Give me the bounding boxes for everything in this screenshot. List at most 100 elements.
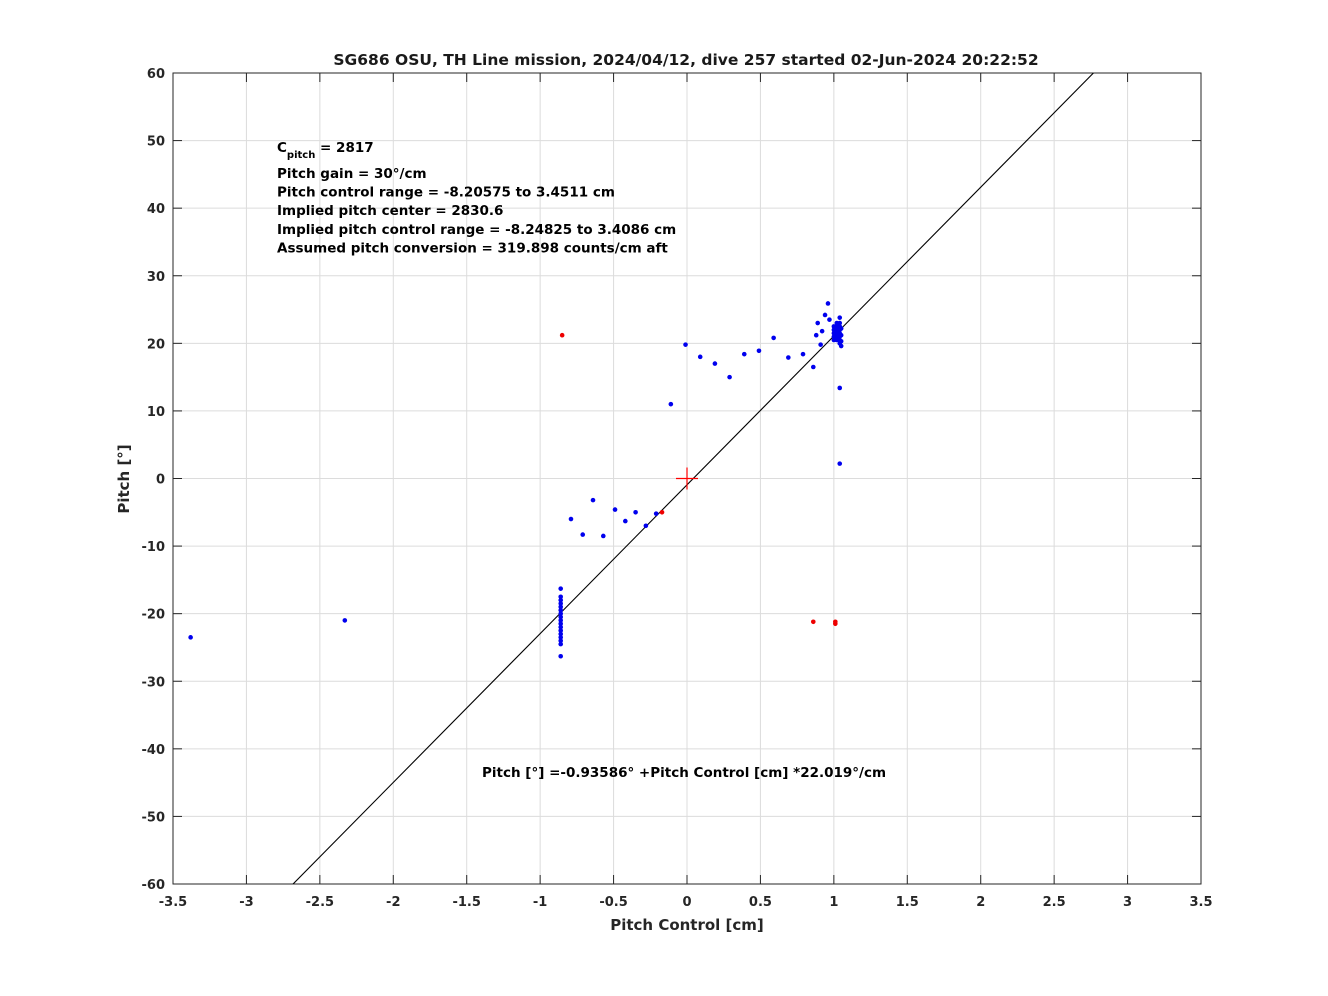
annotation-lines: Pitch gain = 30°/cm Pitch control range =…	[277, 166, 676, 256]
data-point	[727, 374, 732, 380]
x-tick-label: 2	[976, 895, 985, 910]
data-point	[558, 597, 564, 603]
y-tick-label: -60	[142, 878, 166, 893]
data-point	[558, 635, 564, 640]
y-tick-label: 30	[147, 270, 165, 285]
data-point	[623, 518, 628, 524]
data-point	[342, 618, 348, 623]
axes: -3.5 -3 -2.5 -2 -1.5 -1 -0.5 0 0.5 1 1.5 2 2.5 3 3.5 -6…	[142, 67, 1213, 910]
data-point	[825, 301, 831, 306]
data-point	[590, 497, 596, 503]
data-point	[815, 320, 821, 326]
data-point	[741, 351, 747, 357]
y-tick-label: -30	[142, 675, 166, 690]
cpitch-value: = 2817	[315, 140, 373, 156]
outlier-point	[559, 332, 565, 338]
data-point	[653, 511, 659, 516]
data-point	[558, 604, 564, 610]
data-point	[837, 385, 843, 391]
cpitch-symbol: C	[277, 140, 287, 156]
data-point	[837, 320, 843, 326]
data-point	[568, 516, 574, 522]
data-point	[668, 401, 674, 407]
x-tick-label: 0.5	[749, 895, 772, 910]
data-point	[819, 328, 825, 334]
data-point	[712, 361, 718, 366]
data-point	[612, 507, 618, 512]
y-tick-label: -40	[142, 743, 166, 758]
annotation-line: Implied pitch control range = -8.24825 t…	[277, 222, 676, 238]
data-point	[558, 594, 564, 600]
data-point	[838, 326, 844, 331]
data-point	[558, 601, 564, 606]
data-point	[558, 628, 564, 633]
data-point	[558, 611, 564, 616]
cpitch-annotation: Cpitch = 2817	[277, 140, 374, 161]
data-point	[837, 315, 843, 320]
data-point	[558, 618, 564, 623]
outlier-point	[833, 621, 838, 627]
data-point	[600, 533, 606, 539]
chart-title: SG686 OSU, TH Line mission, 2024/04/12, …	[333, 51, 1038, 69]
x-axis-label: Pitch Control [cm]	[610, 916, 764, 934]
data-point	[697, 354, 703, 360]
x-tick-label: -3.5	[159, 895, 187, 910]
cpitch-subscript: pitch	[287, 150, 315, 161]
annotation-line: Implied pitch center = 2830.6	[277, 203, 503, 219]
data-point	[838, 343, 844, 349]
data-point	[558, 607, 564, 613]
data-point	[827, 317, 832, 322]
y-tick-label: 20	[147, 337, 165, 352]
data-point	[580, 532, 586, 537]
outlier-point	[810, 619, 816, 625]
data-point	[683, 342, 688, 347]
annotation-line: Assumed pitch conversion = 319.898 count…	[277, 240, 668, 256]
data-point	[633, 509, 638, 515]
y-tick-label: 60	[147, 67, 165, 82]
x-tick-label: -0.5	[599, 895, 627, 910]
x-tick-label: -2.5	[306, 895, 334, 910]
data-point	[558, 614, 564, 620]
data-point	[558, 631, 564, 637]
x-tick-label: -1.5	[452, 895, 480, 910]
data-point	[188, 635, 193, 640]
annotation-line: Pitch control range = -8.20575 to 3.4511…	[277, 185, 615, 201]
y-axis-label: Pitch [°]	[115, 444, 133, 513]
data-point	[822, 312, 828, 318]
data-point	[756, 348, 762, 354]
outlier-point	[659, 509, 665, 515]
y-tick-label: 40	[147, 202, 165, 217]
x-tick-label: -3	[239, 895, 253, 910]
center-marker-group	[676, 467, 698, 490]
data-point	[813, 332, 819, 338]
data-point	[643, 523, 649, 529]
data-point	[838, 332, 844, 338]
data-point	[818, 342, 823, 347]
data-points	[188, 301, 844, 659]
y-tick-label: 10	[147, 405, 165, 420]
data-point	[771, 335, 776, 341]
data-point	[838, 339, 844, 344]
x-tick-label: 1.5	[896, 895, 919, 910]
data-point	[558, 638, 564, 643]
data-point	[810, 364, 816, 370]
y-tick-label: -20	[142, 608, 166, 623]
y-tick-label: -10	[142, 540, 166, 555]
data-point	[558, 653, 564, 659]
y-tick-label: 50	[147, 135, 165, 150]
x-tick-label: 2.5	[1043, 895, 1066, 910]
grid-lines	[172, 72, 1202, 885]
x-tick-label: 0	[682, 895, 691, 910]
annotation-line: Pitch gain = 30°/cm	[277, 166, 427, 182]
data-point	[786, 355, 791, 360]
data-point	[837, 461, 843, 466]
data-point	[558, 641, 564, 647]
x-tick-label: -2	[386, 895, 400, 910]
x-tick-label: 1	[829, 895, 838, 910]
fit-equation: Pitch [°] =-0.93586° +Pitch Control [cm]…	[482, 765, 886, 781]
data-point	[800, 351, 806, 357]
y-tick-label: -50	[142, 810, 166, 825]
data-point	[558, 624, 564, 630]
x-tick-label: 3.5	[1189, 895, 1212, 910]
